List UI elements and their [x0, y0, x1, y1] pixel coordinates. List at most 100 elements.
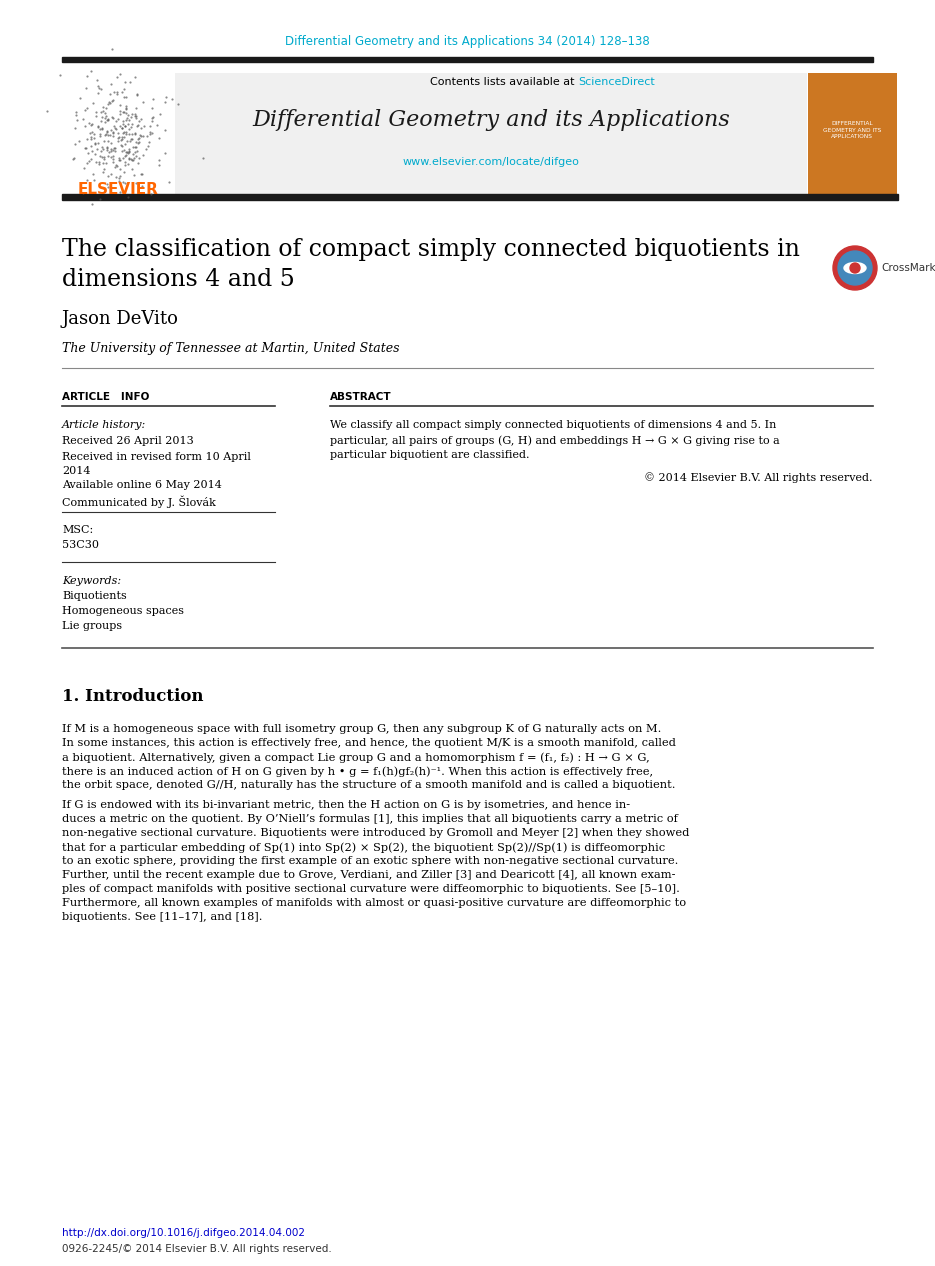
Point — [129, 115, 144, 135]
Text: Received 26 April 2013: Received 26 April 2013 — [62, 436, 194, 446]
Point — [99, 120, 114, 141]
Point — [115, 171, 130, 191]
Text: Received in revised form 10 April: Received in revised form 10 April — [62, 452, 251, 462]
Point — [106, 122, 121, 142]
Point — [83, 149, 98, 170]
Point — [116, 127, 131, 147]
Point — [94, 147, 109, 167]
Point — [110, 157, 125, 177]
Point — [115, 135, 130, 156]
Point — [119, 110, 134, 130]
Point — [144, 111, 159, 132]
Point — [106, 125, 121, 146]
Point — [99, 175, 114, 195]
Point — [100, 166, 115, 186]
Bar — [62, 194, 898, 200]
Point — [120, 108, 135, 128]
Point — [146, 108, 161, 128]
Bar — [62, 73, 175, 195]
Text: the orbit space, denoted G∕∕H, naturally has the structure of a smooth manifold : the orbit space, denoted G∕∕H, naturally… — [62, 780, 675, 790]
Point — [106, 152, 121, 172]
Point — [132, 132, 147, 152]
Point — [108, 156, 123, 176]
Point — [78, 138, 93, 158]
Text: We classify all compact simply connected biquotients of dimensions 4 and 5. In: We classify all compact simply connected… — [330, 420, 776, 430]
Point — [119, 99, 134, 119]
Point — [116, 122, 131, 142]
Point — [114, 130, 129, 151]
Point — [84, 114, 99, 134]
Point — [165, 89, 180, 109]
Point — [95, 137, 110, 157]
Point — [113, 158, 128, 179]
Bar — [175, 73, 807, 195]
Point — [110, 128, 125, 148]
Text: Article history:: Article history: — [62, 420, 146, 430]
Point — [97, 125, 112, 146]
Point — [134, 109, 149, 129]
Point — [152, 104, 167, 124]
Point — [67, 118, 82, 138]
Point — [115, 141, 130, 161]
Point — [109, 81, 124, 101]
Point — [121, 105, 136, 125]
Point — [87, 170, 102, 190]
Text: Furthermore, all known examples of manifolds with almost or quasi-positive curva: Furthermore, all known examples of manif… — [62, 898, 686, 908]
Point — [127, 142, 142, 162]
Point — [112, 104, 127, 124]
Point — [98, 105, 113, 125]
Point — [100, 110, 115, 130]
Point — [128, 137, 143, 157]
Point — [108, 110, 123, 130]
Point — [129, 97, 144, 118]
Point — [112, 63, 127, 84]
Point — [83, 115, 98, 135]
Bar — [808, 73, 897, 195]
Point — [81, 114, 96, 134]
Point — [91, 76, 106, 96]
Point — [91, 154, 106, 175]
Point — [127, 148, 142, 168]
Text: Biquotients: Biquotients — [62, 591, 127, 601]
Point — [127, 137, 142, 157]
Point — [118, 72, 133, 92]
Point — [66, 149, 81, 170]
Point — [106, 90, 121, 110]
Point — [97, 149, 112, 170]
Point — [128, 124, 143, 144]
Point — [116, 110, 131, 130]
Point — [85, 122, 100, 142]
Point — [124, 129, 139, 149]
Point — [143, 122, 158, 142]
Point — [133, 125, 148, 146]
Text: MSC:: MSC: — [62, 525, 94, 536]
Point — [116, 101, 131, 122]
Point — [107, 138, 122, 158]
Point — [79, 78, 94, 99]
Point — [122, 110, 137, 130]
Point — [114, 129, 129, 149]
Point — [89, 101, 104, 122]
Point — [67, 134, 82, 154]
Point — [112, 151, 127, 171]
Point — [117, 139, 132, 160]
Point — [109, 85, 124, 105]
Point — [83, 61, 98, 81]
Point — [113, 95, 128, 115]
Point — [111, 109, 126, 129]
Text: CrossMark: CrossMark — [881, 263, 935, 273]
Point — [115, 148, 130, 168]
Point — [94, 118, 109, 138]
Point — [108, 157, 123, 177]
Text: DIFFERENTIAL
GEOMETRY AND ITS
APPLICATIONS: DIFFERENTIAL GEOMETRY AND ITS APPLICATIO… — [823, 120, 881, 139]
Point — [136, 92, 151, 113]
Point — [129, 141, 144, 161]
Point — [125, 151, 140, 171]
Point — [84, 194, 99, 214]
Point — [129, 147, 144, 167]
Point — [89, 70, 104, 90]
Point — [117, 146, 132, 166]
Text: Communicated by J. Šlovák: Communicated by J. Šlovák — [62, 495, 216, 508]
Point — [66, 148, 81, 168]
Point — [147, 182, 162, 203]
